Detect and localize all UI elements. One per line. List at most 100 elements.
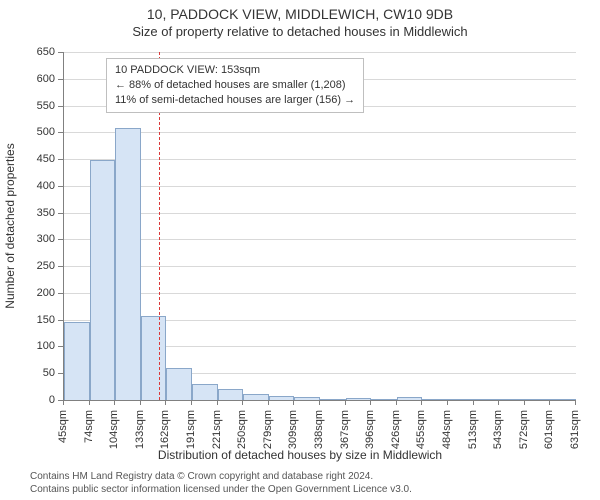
- histogram-bar: [192, 384, 218, 400]
- gridline: [64, 159, 576, 160]
- ytick-mark: [58, 132, 63, 133]
- histogram-bar: [525, 399, 551, 400]
- histogram-bar: [448, 399, 474, 400]
- gridline: [64, 52, 576, 53]
- xtick-label: 74sqm: [83, 410, 95, 443]
- xtick-mark: [217, 400, 218, 405]
- gridline: [64, 132, 576, 133]
- footer-line-2: Contains public sector information licen…: [30, 483, 412, 496]
- xtick-label: 572sqm: [518, 410, 530, 449]
- xtick-mark: [319, 400, 320, 405]
- xtick-mark: [89, 400, 90, 405]
- annotation-box: 10 PADDOCK VIEW: 153sqm← 88% of detached…: [106, 58, 364, 113]
- histogram-bar: [397, 397, 423, 400]
- xtick-label: 484sqm: [441, 410, 453, 449]
- xtick-label: 191sqm: [185, 410, 197, 449]
- ytick-mark: [58, 266, 63, 267]
- histogram-bar: [218, 389, 244, 400]
- xtick-label: 338sqm: [313, 410, 325, 449]
- xtick-label: 396sqm: [364, 410, 376, 449]
- xtick-mark: [473, 400, 474, 405]
- footer-line-1: Contains HM Land Registry data © Crown c…: [30, 470, 412, 483]
- ytick-label: 100: [0, 340, 55, 352]
- ytick-label: 250: [0, 260, 55, 272]
- histogram-bar: [115, 128, 141, 400]
- ytick-label: 200: [0, 287, 55, 299]
- xtick-mark: [575, 400, 576, 405]
- histogram-bar: [320, 399, 346, 400]
- gridline: [64, 293, 576, 294]
- xtick-mark: [370, 400, 371, 405]
- gridline: [64, 213, 576, 214]
- chart-container: 10, PADDOCK VIEW, MIDDLEWICH, CW10 9DB S…: [0, 0, 600, 500]
- xtick-label: 250sqm: [236, 410, 248, 449]
- chart-title-main: 10, PADDOCK VIEW, MIDDLEWICH, CW10 9DB: [0, 6, 600, 22]
- plot-area: 10 PADDOCK VIEW: 153sqm← 88% of detached…: [63, 52, 576, 401]
- ytick-label: 350: [0, 207, 55, 219]
- ytick-label: 600: [0, 73, 55, 85]
- ytick-label: 150: [0, 314, 55, 326]
- xtick-label: 601sqm: [543, 410, 555, 449]
- xtick-mark: [114, 400, 115, 405]
- ytick-label: 300: [0, 233, 55, 245]
- xtick-mark: [549, 400, 550, 405]
- chart-title-sub: Size of property relative to detached ho…: [0, 24, 600, 39]
- ytick-mark: [58, 106, 63, 107]
- ytick-mark: [58, 346, 63, 347]
- annotation-line: 10 PADDOCK VIEW: 153sqm: [115, 63, 355, 78]
- xtick-label: 45sqm: [57, 410, 69, 443]
- xtick-label: 367sqm: [339, 410, 351, 449]
- histogram-bar: [499, 399, 525, 400]
- xtick-label: 221sqm: [211, 410, 223, 449]
- xtick-label: 543sqm: [492, 410, 504, 449]
- xaxis-label: Distribution of detached houses by size …: [0, 448, 600, 462]
- ytick-label: 650: [0, 46, 55, 58]
- xtick-mark: [396, 400, 397, 405]
- xtick-mark: [268, 400, 269, 405]
- histogram-bar: [422, 399, 448, 400]
- ytick-label: 550: [0, 100, 55, 112]
- xtick-mark: [242, 400, 243, 405]
- histogram-bar: [346, 398, 372, 400]
- ytick-mark: [58, 52, 63, 53]
- gridline: [64, 266, 576, 267]
- ytick-label: 50: [0, 367, 55, 379]
- ytick-label: 450: [0, 153, 55, 165]
- ytick-mark: [58, 186, 63, 187]
- histogram-bar: [294, 397, 320, 400]
- ytick-mark: [58, 373, 63, 374]
- xtick-mark: [447, 400, 448, 405]
- histogram-bar: [243, 394, 269, 400]
- annotation-line: 11% of semi-detached houses are larger (…: [115, 93, 355, 108]
- xtick-label: 455sqm: [415, 410, 427, 449]
- ytick-mark: [58, 239, 63, 240]
- annotation-line: ← 88% of detached houses are smaller (1,…: [115, 78, 355, 93]
- histogram-bar: [550, 399, 576, 400]
- histogram-bar: [371, 399, 397, 400]
- xtick-label: 133sqm: [134, 410, 146, 449]
- xtick-mark: [293, 400, 294, 405]
- xtick-mark: [63, 400, 64, 405]
- gridline: [64, 239, 576, 240]
- footer-attribution: Contains HM Land Registry data © Crown c…: [30, 470, 412, 496]
- xtick-label: 104sqm: [108, 410, 120, 449]
- ytick-label: 0: [0, 394, 55, 406]
- ytick-mark: [58, 159, 63, 160]
- xtick-mark: [345, 400, 346, 405]
- ytick-label: 500: [0, 126, 55, 138]
- histogram-bar: [90, 160, 116, 400]
- histogram-bar: [269, 396, 295, 400]
- xtick-mark: [421, 400, 422, 405]
- gridline: [64, 186, 576, 187]
- ytick-mark: [58, 293, 63, 294]
- xtick-label: 426sqm: [390, 410, 402, 449]
- histogram-bar: [141, 316, 167, 400]
- yaxis-label: Number of detached properties: [3, 143, 17, 308]
- xtick-label: 162sqm: [159, 410, 171, 449]
- xtick-mark: [524, 400, 525, 405]
- xtick-mark: [165, 400, 166, 405]
- xtick-mark: [191, 400, 192, 405]
- xtick-label: 279sqm: [262, 410, 274, 449]
- xtick-mark: [498, 400, 499, 405]
- ytick-mark: [58, 79, 63, 80]
